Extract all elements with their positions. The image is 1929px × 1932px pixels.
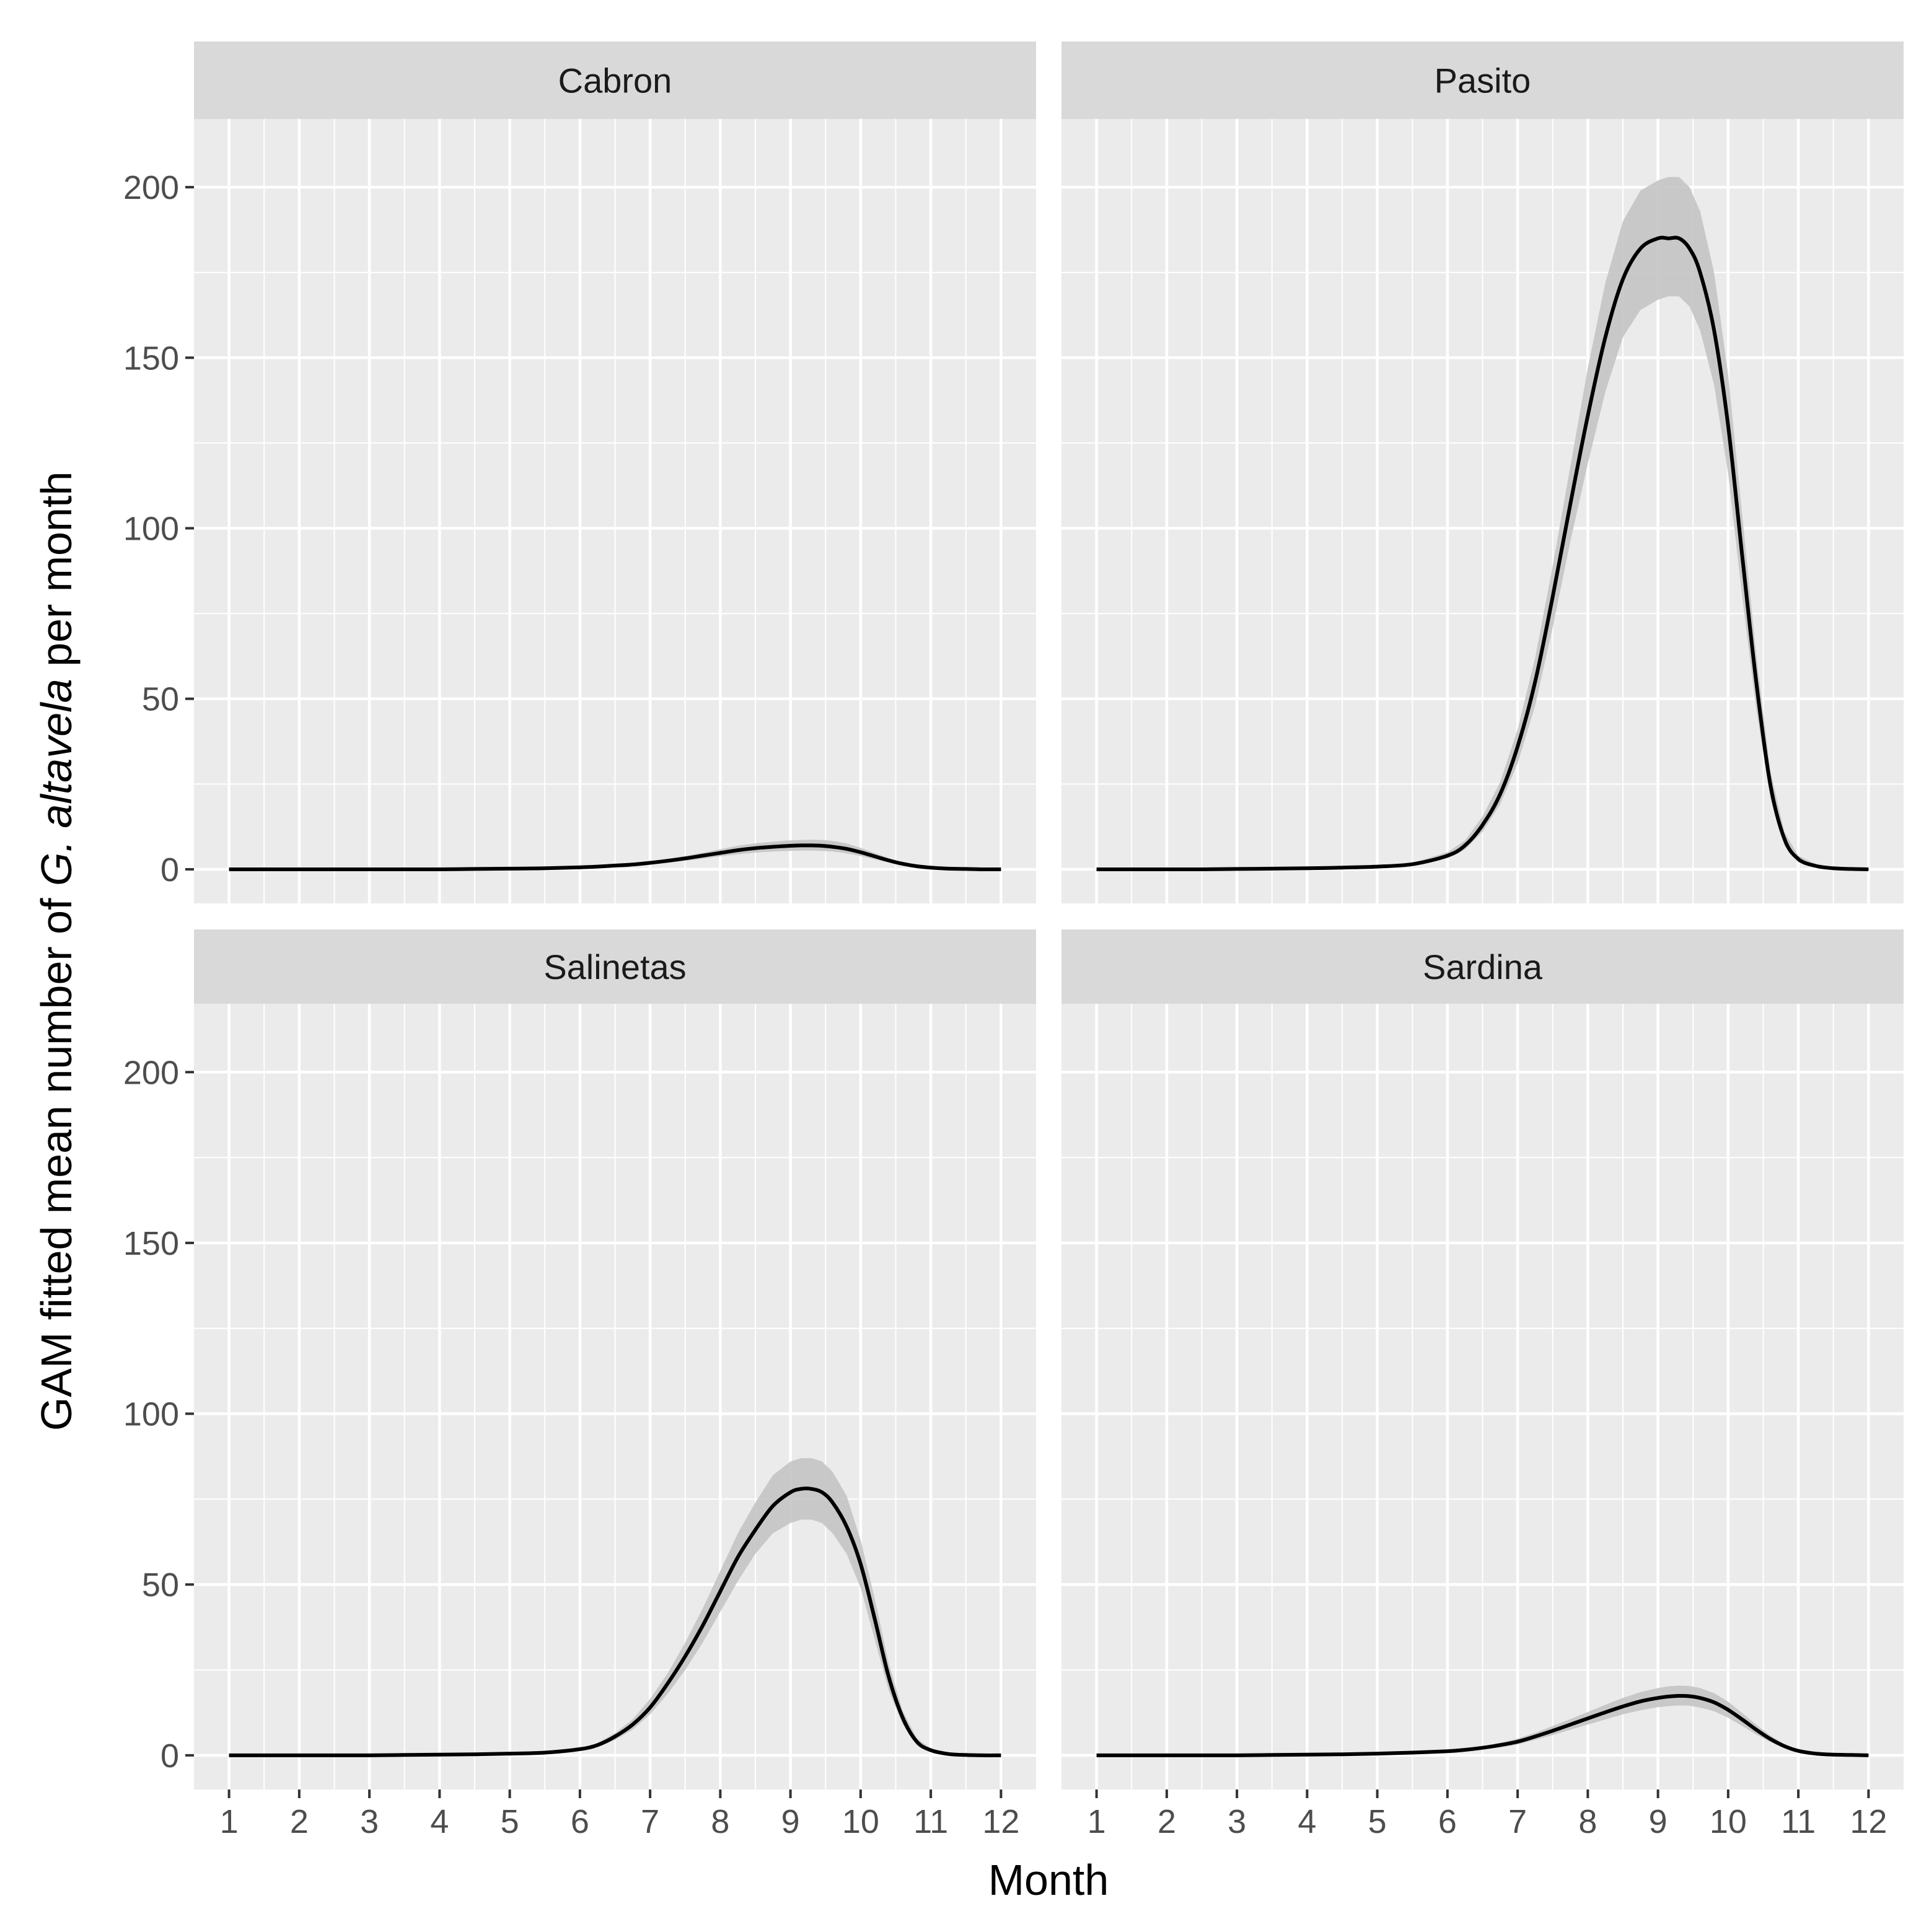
x-tick-label: 9 [781,1803,800,1840]
panels-layer: Cabron 0 50 100 150 200 Pasito Salinetas 0 50 100 1… [123,42,1904,1840]
x-tick-label: 3 [1228,1803,1246,1840]
y-tick-label: 200 [123,1054,179,1091]
y-tick-label: 100 [123,511,179,548]
x-tick-label: 4 [1298,1803,1316,1840]
fitted-line [1096,235,1869,871]
facet-strip-label: Cabron [558,61,672,100]
y-axis-title-part: per month [32,472,81,679]
x-tick-label: 1 [1088,1803,1106,1840]
y-axis-title-part: GAM fitted mean number of [32,886,81,1431]
x-tick-label: 1 [220,1803,239,1840]
facet-strip-label: Salinetas [543,947,686,986]
y-tick-label: 50 [142,681,179,718]
x-tick-label: 11 [913,1803,948,1840]
x-tick-label: 8 [1578,1803,1597,1840]
x-tick-label: 6 [1438,1803,1457,1840]
x-tick-label: 8 [711,1803,729,1840]
fitted-line [229,1486,1001,1757]
confidence-ribbon [1096,1685,1869,1755]
y-tick-label: 0 [160,851,179,889]
facet-panel: Cabron 0 50 100 150 200 [123,42,1036,903]
y-tick-label: 200 [123,169,179,206]
y-tick-label: 50 [142,1566,179,1604]
x-tick-label: 10 [842,1803,879,1840]
facet-panel: Pasito [1061,42,1904,903]
x-tick-label: 5 [1368,1803,1387,1840]
facet-strip [194,42,1036,119]
x-tick-label: 10 [1710,1803,1747,1840]
x-tick-label: 2 [1158,1803,1176,1840]
y-tick-label: 0 [160,1737,179,1775]
x-tick-label: 6 [571,1803,589,1840]
x-tick-label: 3 [360,1803,379,1840]
x-tick-label: 4 [430,1803,449,1840]
facet-strip-label: Sardina [1423,947,1543,986]
fitted-line [229,843,1001,871]
x-tick-label: 12 [1850,1803,1887,1840]
y-axis-title: GAM fitted mean number of G. altavela pe… [32,472,81,1431]
x-tick-label: 7 [1508,1803,1527,1840]
facet-strip-label: Pasito [1435,61,1531,100]
facet-strip [1061,929,1904,1004]
fitted-line [1096,1693,1869,1757]
x-tick-label: 11 [1781,1803,1816,1840]
x-axis-title: Month [988,1856,1109,1904]
x-tick-label: 2 [290,1803,309,1840]
x-tick-label: 5 [501,1803,519,1840]
facet-strip [194,929,1036,1004]
y-tick-label: 150 [123,1225,179,1262]
y-tick-label: 150 [123,340,179,377]
x-tick-label: 9 [1649,1803,1668,1840]
y-tick-label: 100 [123,1396,179,1433]
y-axis-title-part: G. altavela [32,678,81,886]
facet-strip [1061,42,1904,119]
x-tick-label: 7 [641,1803,659,1840]
x-tick-label: 12 [982,1803,1019,1840]
